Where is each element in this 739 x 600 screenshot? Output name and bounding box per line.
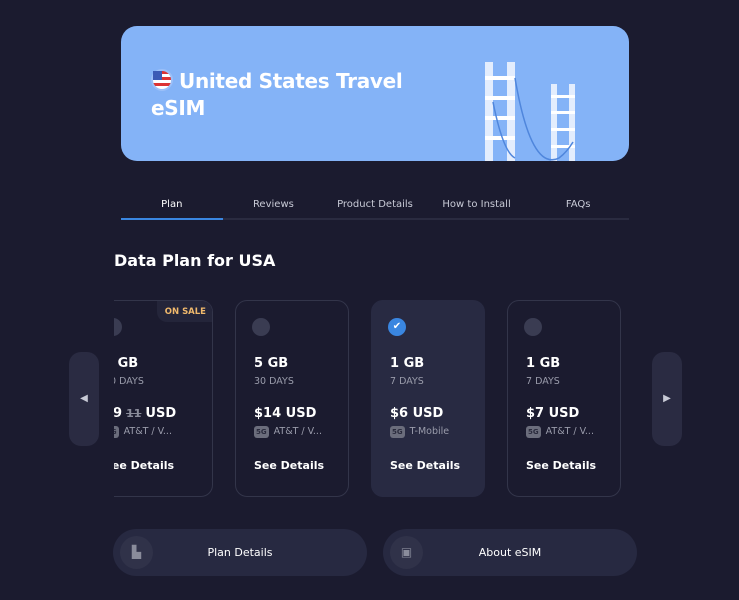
price: $7 [526,406,545,421]
plan-days: 30 DAYS [254,376,294,387]
tab-bar: Plan Reviews Product Details How to Inst… [121,193,629,220]
plan-card[interactable]: 5 GB 30 DAYS $14 USD 5G AT&T / V... See D… [235,300,349,497]
network: AT&T / V... [545,426,594,437]
about-esim-button[interactable]: ▣ About eSIM [383,529,637,576]
see-details-link[interactable]: See Details [254,459,325,472]
radio-icon[interactable] [524,318,542,336]
plan-details-label: Plan Details [207,546,273,559]
tab-product-details[interactable]: Product Details [337,199,413,210]
5g-icon: 5G [526,426,541,438]
price: $9 [114,406,123,421]
section-title: Data Plan for USA [114,251,276,270]
network: T-Mobile [409,426,450,437]
carousel-prev-button[interactable]: ◀ [69,352,99,446]
check-icon[interactable]: ✔ [388,318,406,336]
see-details-link[interactable]: See Details [390,459,461,472]
chip-icon: ▣ [390,536,423,569]
plan-network: 5G AT&T / V... [254,426,322,438]
currency: USD [145,406,177,421]
currency: USD [412,406,444,421]
about-esim-label: About eSIM [478,546,542,559]
plan-card[interactable]: 1 GB 7 DAYS $7 USD 5G AT&T / V... See Det… [507,300,621,497]
5g-icon: 5G [390,426,405,438]
5g-icon: 5G [254,426,269,438]
currency: USD [285,406,317,421]
plan-days: 30 DAYS [114,376,144,387]
plan-price: $14 USD [254,406,316,421]
plan-data: 3 GB [114,356,139,371]
tab-reviews[interactable]: Reviews [252,199,294,210]
plan-details-button[interactable]: ▙ Plan Details [113,529,367,576]
carousel-next-button[interactable]: ▶ [652,352,682,446]
page-title: United States Travel eSIM [151,68,411,122]
plan-days: 7 DAYS [526,376,560,387]
plan-network: 5G AT&T / V... [114,426,172,438]
plan-data: 5 GB [254,356,289,371]
hero-banner: United States Travel eSIM [121,26,629,161]
plan-price: $6 USD [390,406,443,421]
tab-plan[interactable]: Plan [121,193,223,220]
us-flag-icon [151,69,173,91]
price: $6 [390,406,409,421]
plan-network: 5G T-Mobile [390,426,449,438]
plan-days: 7 DAYS [390,376,424,387]
see-details-link[interactable]: See Details [526,459,597,472]
plan-data: 1 GB [390,356,425,371]
plan-network: 5G AT&T / V... [526,426,594,438]
chevron-right-icon: ▶ [663,393,671,404]
currency: USD [548,406,580,421]
price: $14 [254,406,282,421]
plan-price: $7 USD [526,406,579,421]
network: AT&T / V... [273,426,322,437]
tab-how-to-install[interactable]: How to Install [442,199,511,210]
5g-icon: 5G [114,426,119,438]
bridge-illustration [485,62,575,161]
radio-icon[interactable] [252,318,270,336]
tab-faqs[interactable]: FAQs [565,199,591,210]
on-sale-badge: ON SALE [156,301,212,322]
old-price: 11 [126,407,142,420]
document-icon: ▙ [120,536,153,569]
chevron-left-icon: ◀ [80,393,88,404]
see-details-link[interactable]: See Details [114,459,175,472]
radio-icon[interactable] [114,318,122,336]
page-title-text: United States Travel eSIM [151,69,403,120]
network: AT&T / V... [123,426,172,437]
plan-card-selected[interactable]: ✔ 1 GB 7 DAYS $6 USD 5G T-Mobile See Deta… [371,300,485,497]
plan-data: 1 GB [526,356,561,371]
